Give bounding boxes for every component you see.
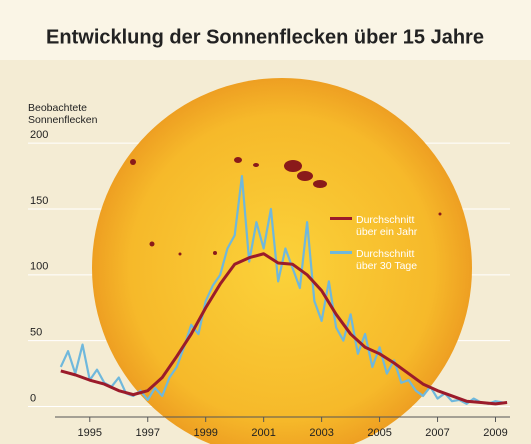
x-tick-label: 1995 [78, 427, 102, 439]
x-tick-label: 2009 [483, 427, 507, 439]
legend-label: Durchschnitt über ein Jahr [356, 214, 432, 238]
x-tick-label: 2007 [425, 427, 449, 439]
y-tick-label: 0 [30, 392, 36, 404]
legend-label: Durchschnitt über 30 Tage [356, 248, 432, 272]
legend-swatch [330, 217, 352, 220]
chart-title: Entwicklung der Sonnenflecken über 15 Ja… [46, 26, 484, 48]
chart: Entwicklung der Sonnenflecken über 15 Ja… [0, 0, 531, 444]
x-tick-label: 1997 [135, 427, 159, 439]
x-tick-label: 2003 [309, 427, 333, 439]
x-tick-label: 2001 [251, 427, 275, 439]
chart-canvas: Entwicklung der Sonnenflecken über 15 Ja… [0, 0, 531, 444]
y-tick-label: 200 [30, 129, 48, 141]
y-tick-label: 100 [30, 261, 48, 273]
legend-swatch [330, 251, 352, 254]
y-tick-label: 150 [30, 195, 48, 207]
y-tick-label: 50 [30, 327, 42, 339]
x-tick-label: 1999 [193, 427, 217, 439]
x-tick-label: 2005 [367, 427, 391, 439]
y-axis-label: Beobachtete Sonnenflecken [28, 102, 108, 126]
